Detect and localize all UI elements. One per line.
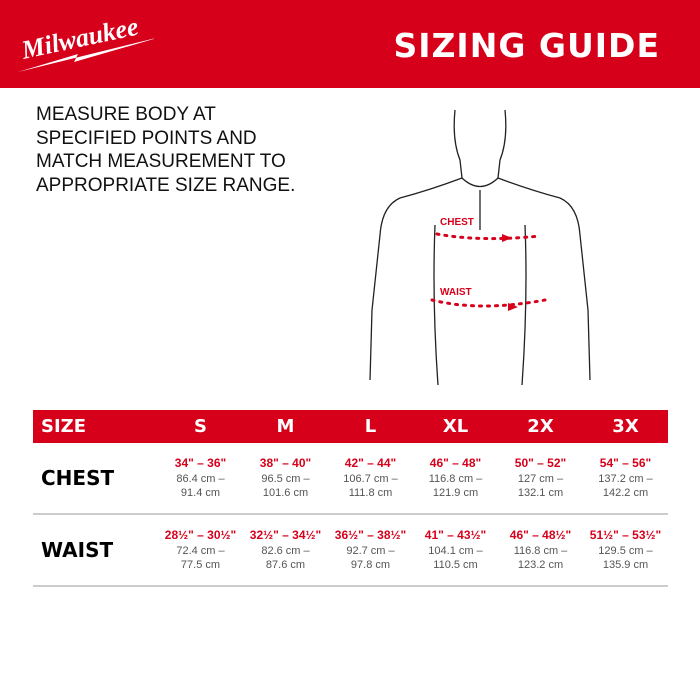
waist-measure-line [430,298,547,308]
size-col: L [364,416,377,437]
row-label: CHEST [41,466,115,490]
row-label: WAIST [41,538,114,562]
inch-range: 28½" – 30½" [164,528,237,542]
body-figure: CHEST WAIST [369,109,591,385]
inch-range: 46" – 48½" [509,528,572,542]
table-cell: 36½" – 38½" 92.7 cm – 97.8 cm [328,528,413,572]
size-col: M [276,416,295,437]
inch-range: 46" – 48" [429,456,482,470]
header-banner: Milwaukee SIZING GUIDE [0,0,700,88]
table-cell: 38" – 40" 96.5 cm – 101.6 cm [243,456,328,500]
table-cell: 50" – 52" 127 cm – 132.1 cm [498,456,583,500]
table-header: SIZE S M L XL 2X 3X [33,410,668,443]
inch-range: 32½" – 34½" [249,528,322,542]
cm-range: 72.4 cm – 77.5 cm [176,545,225,571]
instructions-text: MEASURE BODY AT SPECIFIED POINTS AND MAT… [36,104,296,196]
table-cell: 42" – 44" 106.7 cm – 111.8 cm [328,456,413,500]
arrow-icon [508,303,518,311]
page-title: SIZING GUIDE [393,26,660,65]
waist-label: WAIST [440,287,472,298]
chest-label: CHEST [440,217,474,228]
inch-range: 51½" – 53½" [589,528,662,542]
cm-range: 127 cm – 132.1 cm [517,473,564,499]
inch-range: 50" – 52" [514,456,567,470]
cm-range: 82.6 cm – 87.6 cm [261,545,310,571]
inch-range: 54" – 56" [599,456,652,470]
table-cell: 54" – 56" 137.2 cm – 142.2 cm [583,456,668,500]
size-col: XL [442,416,469,437]
cm-range: 104.1 cm – 110.5 cm [428,545,483,571]
inch-range: 36½" – 38½" [334,528,407,542]
table-cell: 41" – 43½" 104.1 cm – 110.5 cm [413,528,498,572]
cm-range: 137.2 cm – 142.2 cm [598,473,653,499]
size-table: SIZE S M L XL 2X 3X CHEST 34" – 36" 86.4 c… [33,410,668,587]
cm-range: 116.8 cm – 121.9 cm [428,473,483,499]
inch-range: 34" – 36" [174,456,227,470]
cm-range: 116.8 cm – 123.2 cm [513,545,568,571]
inch-range: 42" – 44" [344,456,397,470]
size-col: 2X [527,416,554,437]
table-cell: 46" – 48½" 116.8 cm – 123.2 cm [498,528,583,572]
table-cell: 51½" – 53½" 129.5 cm – 135.9 cm [583,528,668,572]
size-header: SIZE [41,416,87,437]
table-row: WAIST 28½" – 30½" 72.4 cm – 77.5 cm 32½" – … [33,515,668,587]
inch-range: 41" – 43½" [424,528,487,542]
cm-range: 96.5 cm – 101.6 cm [261,473,310,499]
cm-range: 86.4 cm – 91.4 cm [176,473,225,499]
arrow-icon [502,234,512,242]
milwaukee-logo: Milwaukee [18,14,154,72]
table-row: CHEST 34" – 36" 86.4 cm – 91.4 cm 38" – 40"… [33,443,668,515]
table-cell: 46" – 48" 116.8 cm – 121.9 cm [413,456,498,500]
table-cell: 34" – 36" 86.4 cm – 91.4 cm [158,456,243,500]
cm-range: 129.5 cm – 135.9 cm [598,545,653,571]
cm-range: 106.7 cm – 111.8 cm [343,473,398,499]
inch-range: 38" – 40" [259,456,312,470]
size-col: 3X [612,416,639,437]
chest-measure-line [435,232,542,241]
cm-range: 92.7 cm – 97.8 cm [346,545,395,571]
table-cell: 28½" – 30½" 72.4 cm – 77.5 cm [158,528,243,572]
size-col: S [194,416,207,437]
table-cell: 32½" – 34½" 82.6 cm – 87.6 cm [243,528,328,572]
